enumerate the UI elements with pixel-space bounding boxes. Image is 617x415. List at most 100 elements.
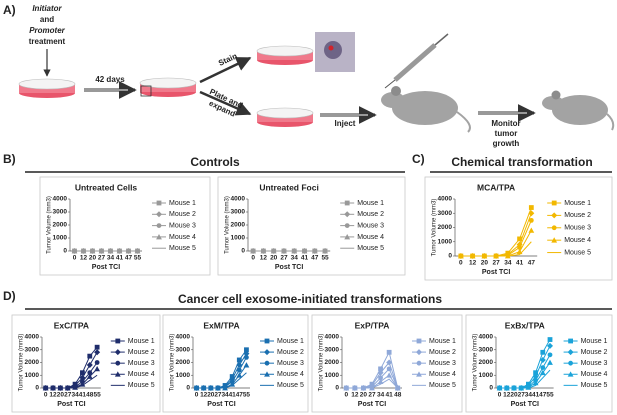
y-axis-label: Tumor Volume (mm3) <box>170 334 176 392</box>
series-line <box>499 369 551 389</box>
legend-label: Mouse 5 <box>128 382 155 389</box>
legend-swatch <box>551 200 557 206</box>
legend-label: Mouse 3 <box>169 222 196 229</box>
legend-label: Mouse 3 <box>581 360 608 367</box>
y-axis-label: Tumor Volume (mm3) <box>432 199 438 257</box>
x-tick-label: 55 <box>546 392 554 399</box>
y-tick-label: 4000 <box>479 334 494 341</box>
y-axis-label: Tumor Volume (mm3) <box>319 334 325 392</box>
dish <box>256 45 314 65</box>
y-tick-label: 2000 <box>176 359 191 366</box>
stained-image <box>315 32 355 72</box>
step-text: Monitor <box>491 119 520 128</box>
step-text: and <box>40 15 54 24</box>
marker <box>528 205 534 210</box>
x-tick-label: 34 <box>377 392 385 399</box>
y-tick-label: 1000 <box>325 372 340 379</box>
step-text: treatment <box>29 37 66 46</box>
x-tick-label: 41 <box>386 392 394 399</box>
y-tick-label: 1000 <box>25 372 40 379</box>
legend-swatch <box>551 225 557 231</box>
x-tick-label: 20 <box>270 255 278 262</box>
marker <box>244 355 249 360</box>
legend-label: Mouse 2 <box>429 349 456 356</box>
y-tick-label: 3000 <box>176 346 191 353</box>
legend-label: Mouse 3 <box>429 360 456 367</box>
y-tick-label: 0 <box>489 385 493 392</box>
legend-label: Mouse 5 <box>277 382 304 389</box>
y-tick-label: 4000 <box>176 334 191 341</box>
legend-label: Mouse 1 <box>357 200 384 207</box>
legend-label: Mouse 1 <box>277 338 304 345</box>
syringe <box>384 33 449 89</box>
marker <box>528 227 535 233</box>
legend-swatch <box>567 371 574 377</box>
legend-label: Mouse 2 <box>357 211 384 218</box>
marker <box>378 366 383 372</box>
legend-swatch <box>264 338 270 344</box>
marker <box>87 353 93 359</box>
x-tick-label: 47 <box>311 255 319 262</box>
chart-frame <box>424 176 613 281</box>
marker <box>540 349 546 355</box>
x-tick-label: 47 <box>125 255 133 262</box>
legend-label: Mouse 1 <box>169 200 196 207</box>
marker <box>236 367 242 373</box>
y-tick-label: 3000 <box>231 209 246 216</box>
chart-frame <box>39 176 211 276</box>
y-tick-label: 4000 <box>438 196 453 203</box>
legend-swatch <box>115 360 121 366</box>
chart-title: ExM/TPA <box>203 320 239 330</box>
legend-label: Mouse 4 <box>429 371 456 378</box>
legend-label: Mouse 2 <box>581 349 608 356</box>
marker <box>547 359 553 365</box>
legend-label: Mouse 5 <box>564 249 591 256</box>
legend-swatch <box>156 200 162 206</box>
x-tick-label: 0 <box>195 392 199 399</box>
dish <box>256 107 314 127</box>
series-line <box>346 378 399 389</box>
x-tick-label: 41 <box>532 392 540 399</box>
legend-label: Mouse 4 <box>128 371 155 378</box>
legend-swatch <box>344 234 351 240</box>
x-tick-label: 12 <box>49 392 57 399</box>
x-axis-label: Post TCI <box>482 269 510 276</box>
marker <box>377 369 384 376</box>
legend-swatch <box>344 200 350 206</box>
x-tick-label: 41 <box>79 392 87 399</box>
legend-swatch <box>416 360 422 366</box>
y-tick-label: 1000 <box>231 235 246 242</box>
legend-label: Mouse 4 <box>277 371 304 378</box>
y-tick-label: 3000 <box>479 346 494 353</box>
marker <box>528 210 535 217</box>
legend-swatch <box>156 211 162 218</box>
legend-swatch <box>567 349 574 356</box>
x-tick-label: 0 <box>73 255 77 262</box>
marker <box>528 217 534 223</box>
marker <box>517 236 522 242</box>
y-tick-label: 0 <box>448 253 452 260</box>
legend-swatch <box>568 338 573 344</box>
legend-label: Mouse 4 <box>564 237 591 244</box>
chart-frame <box>311 314 463 413</box>
legend-label: Mouse 3 <box>357 222 384 229</box>
step-text: Promoter <box>29 26 65 35</box>
marker <box>94 365 101 372</box>
legend-label: Mouse 4 <box>357 234 384 241</box>
y-axis-label: Tumor Volume (mm3) <box>473 334 479 392</box>
legend-label: Mouse 2 <box>128 349 155 356</box>
x-tick-label: 27 <box>368 392 376 399</box>
legend-swatch <box>416 338 422 344</box>
marker <box>378 375 383 381</box>
legend-label: Mouse 5 <box>357 245 384 252</box>
legend-swatch <box>416 349 422 356</box>
x-tick-label: 0 <box>344 392 348 399</box>
mouse <box>381 86 471 133</box>
step-text: 42 days <box>95 75 125 84</box>
legend-swatch <box>264 371 270 377</box>
x-tick-label: 12 <box>80 255 88 262</box>
marker <box>243 350 250 357</box>
x-tick-label: 27 <box>492 260 500 267</box>
marker <box>79 381 86 387</box>
panel-label: D) <box>3 289 16 303</box>
